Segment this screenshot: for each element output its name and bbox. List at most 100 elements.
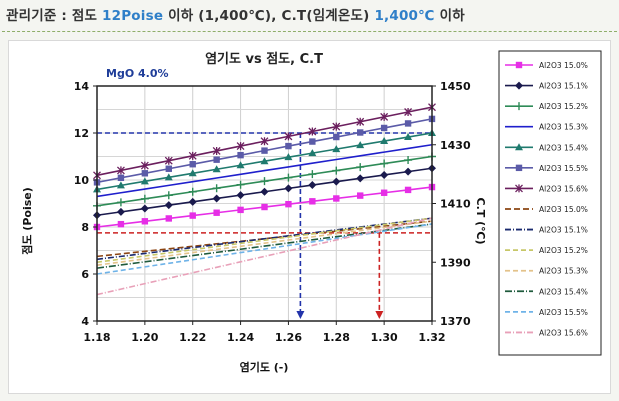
management-standard-header: 관리기준 : 점도 12Poise 이하 (1,400℃), C.T(임계온도)… bbox=[6, 4, 465, 24]
data-point bbox=[212, 194, 221, 203]
x-tick-label: 1.18 bbox=[83, 331, 110, 344]
legend-entry: Al2O3 15.6% bbox=[505, 184, 588, 193]
ct-series-line bbox=[96, 217, 433, 264]
legend-label: Al2O3 15.5% bbox=[539, 164, 588, 173]
data-point bbox=[236, 191, 245, 200]
legend-entry: Al2O3 15.5% bbox=[505, 308, 588, 317]
header-suffix: 이하 bbox=[434, 8, 465, 24]
legend-label: Al2O3 15.5% bbox=[539, 308, 588, 317]
legend-label: Al2O3 15.2% bbox=[539, 102, 588, 111]
legend-label: Al2O3 15.0% bbox=[539, 61, 588, 70]
data-point bbox=[380, 124, 388, 132]
data-point bbox=[515, 184, 523, 193]
data-point bbox=[116, 166, 125, 175]
legend-entry: Al2O3 15.4% bbox=[505, 287, 588, 296]
legend-box bbox=[498, 50, 602, 356]
data-point bbox=[380, 189, 388, 196]
header-divider bbox=[2, 31, 617, 32]
x-tick-label: 1.22 bbox=[179, 331, 206, 344]
data-point bbox=[140, 161, 149, 170]
data-point bbox=[213, 156, 220, 163]
data-point bbox=[188, 151, 197, 160]
data-point bbox=[308, 170, 317, 179]
data-point bbox=[260, 137, 269, 146]
data-point bbox=[515, 81, 523, 90]
x-tick-label: 1.30 bbox=[371, 331, 398, 344]
data-point bbox=[515, 61, 523, 69]
legend-entry: Al2O3 15.1% bbox=[505, 81, 588, 91]
data-point bbox=[260, 177, 269, 186]
data-point bbox=[308, 181, 317, 190]
ct-series-line bbox=[96, 217, 433, 296]
y-axis-label: 점도 (Poise) bbox=[20, 187, 34, 255]
data-point bbox=[308, 149, 317, 157]
legend-entry: Al2O3 15.0% bbox=[505, 205, 588, 214]
y2-tick-label: 1450 bbox=[440, 80, 471, 93]
x-tick-label: 1.32 bbox=[418, 331, 445, 344]
data-point bbox=[164, 173, 173, 181]
legend-label: Al2O3 15.4% bbox=[539, 143, 588, 152]
chart-title: 염기도 vs 점도, C.T bbox=[205, 51, 323, 67]
y2-tick-label: 1390 bbox=[440, 256, 471, 269]
data-point bbox=[515, 143, 523, 151]
x-tick-label: 1.24 bbox=[227, 331, 254, 344]
y-tick-label: 4 bbox=[81, 315, 89, 328]
data-point bbox=[141, 218, 149, 225]
data-point bbox=[165, 165, 172, 172]
data-point bbox=[404, 108, 413, 117]
data-point bbox=[189, 161, 196, 168]
data-point bbox=[515, 102, 523, 111]
y-tick-label: 14 bbox=[74, 80, 90, 93]
data-point bbox=[141, 170, 149, 177]
data-point bbox=[188, 169, 197, 177]
data-point bbox=[116, 198, 125, 207]
legend-entry: Al2O3 15.3% bbox=[505, 123, 588, 132]
data-point bbox=[356, 174, 365, 183]
data-point bbox=[164, 191, 173, 200]
data-point bbox=[260, 157, 269, 165]
data-point bbox=[140, 177, 149, 185]
x-tick-label: 1.28 bbox=[323, 331, 350, 344]
x-axis-label: 염기도 (-) bbox=[240, 360, 289, 374]
data-point bbox=[515, 164, 523, 172]
legend: Al2O3 15.0% Al2O3 15.1% Al2O3 15.2% Al2O3 1… bbox=[498, 50, 602, 356]
data-point bbox=[236, 161, 245, 169]
data-point bbox=[284, 153, 293, 161]
data-point bbox=[404, 186, 412, 194]
data-point bbox=[380, 112, 389, 121]
data-point bbox=[117, 220, 125, 228]
data-point bbox=[212, 184, 221, 193]
data-point bbox=[261, 147, 268, 154]
legend-label: Al2O3 15.2% bbox=[539, 246, 588, 255]
legend-label: Al2O3 15.1% bbox=[539, 226, 588, 235]
data-point bbox=[356, 141, 365, 149]
data-point bbox=[332, 122, 341, 131]
legend-label: Al2O3 15.3% bbox=[539, 123, 588, 132]
ct-series-line bbox=[96, 217, 433, 261]
legend-label: Al2O3 15.1% bbox=[539, 82, 588, 91]
x-tick-label: 1.26 bbox=[275, 331, 302, 344]
data-point bbox=[212, 146, 221, 155]
ct-series-line bbox=[96, 220, 433, 258]
basicity-viscosity-chart: 1.18 1.20 1.22 1.24 1.26 1.28 1.30 1.32 4 6 8 10 12 1… bbox=[20, 50, 602, 374]
header-prefix: 관리기준 : 점도 bbox=[6, 8, 103, 24]
data-point bbox=[237, 151, 244, 159]
legend-label: Al2O3 15.4% bbox=[539, 287, 588, 296]
header-middle: 이하 (1,400℃), C.T(임계온도) bbox=[163, 8, 375, 24]
data-point bbox=[380, 170, 389, 179]
data-point bbox=[404, 167, 413, 176]
data-point bbox=[404, 133, 413, 141]
data-point bbox=[284, 132, 293, 141]
legend-entry: Al2O3 15.6% bbox=[505, 328, 588, 337]
data-point bbox=[357, 129, 364, 136]
ct-limit: 1,400℃ bbox=[374, 8, 435, 24]
reference-arrow bbox=[296, 311, 305, 319]
data-point bbox=[356, 117, 365, 126]
data-point bbox=[285, 142, 292, 150]
data-point bbox=[404, 156, 413, 165]
data-point bbox=[284, 184, 293, 193]
ct-series-line bbox=[96, 220, 433, 266]
y2-tick-label: 1410 bbox=[440, 198, 471, 211]
data-point bbox=[188, 187, 197, 196]
legend-entry: Al2O3 15.4% bbox=[505, 143, 588, 152]
